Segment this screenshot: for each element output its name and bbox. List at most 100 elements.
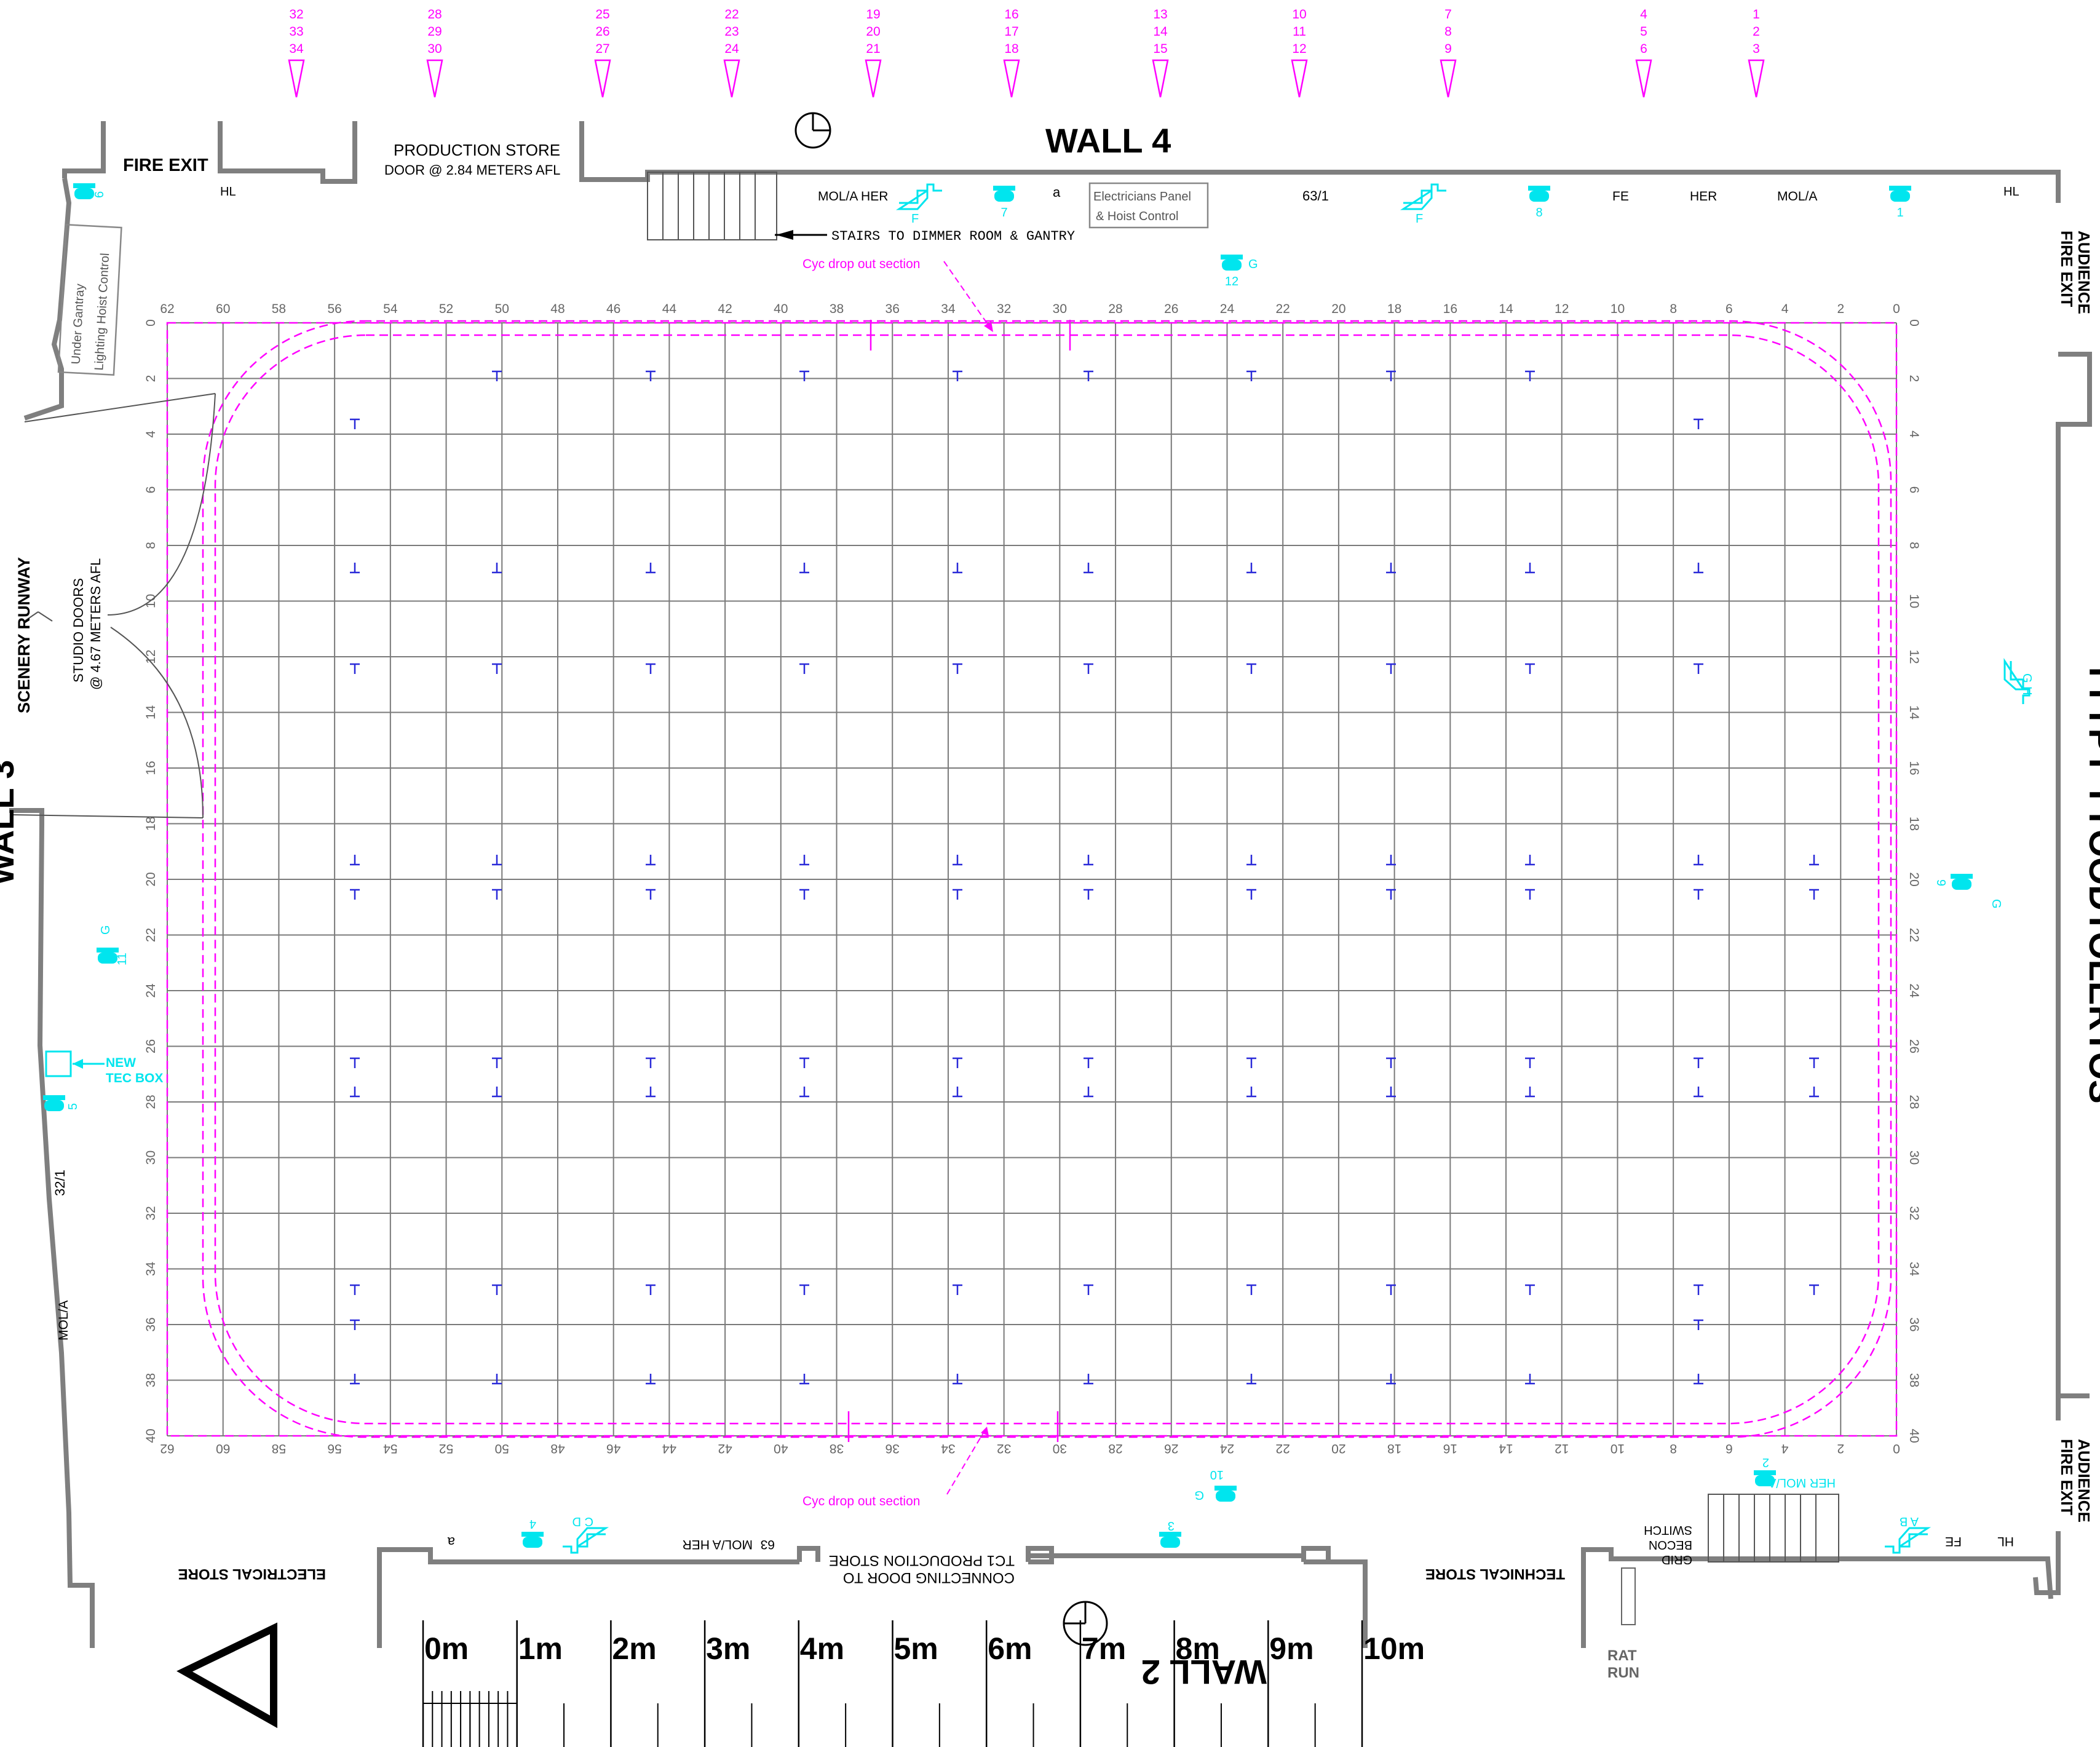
grid-y-label: 14 — [144, 705, 158, 720]
scale-bar: 0m 1m 2m 3m 4m 5m 6m 7m 8m 9m 10m — [422, 1620, 1425, 1747]
floor-grid — [167, 322, 1897, 1436]
grid-x-label-bottom: 48 — [550, 1441, 565, 1456]
grid-x-label: 26 — [1164, 302, 1178, 316]
grid-x-label: 38 — [830, 302, 844, 316]
bar-fixture-t — [1694, 1374, 1703, 1385]
hoist-number: 20 — [866, 25, 880, 39]
svg-text:SWITCH: SWITCH — [1644, 1523, 1692, 1537]
distro-box-cd — [563, 1527, 609, 1554]
svg-text:Lighting Hoist Control: Lighting Hoist Control — [92, 253, 112, 371]
electricians-panel-2: & Hoist Control — [1096, 210, 1179, 223]
svg-text:WALL 2: WALL 2 — [1141, 1653, 1267, 1692]
electricians-panel-1: Electricians Panel — [1093, 190, 1191, 204]
grid-x-label-bottom: 30 — [1053, 1441, 1067, 1456]
bar-fixture-t — [1246, 370, 1256, 381]
grid-y-label: 18 — [144, 817, 158, 831]
svg-text:MOL/A HER: MOL/A HER — [683, 1537, 753, 1551]
bar-fixture-t — [1386, 1374, 1396, 1385]
hoist-number: 21 — [866, 42, 880, 56]
bar-fixture-t — [1246, 563, 1256, 574]
bar-fixture-t — [646, 370, 656, 381]
bar-fixture-t — [646, 663, 656, 674]
bar-fixture-t — [1084, 1284, 1093, 1295]
hoist-number: 33 — [289, 25, 303, 39]
bar-fixture-t — [799, 855, 809, 866]
grid-x-label-bottom: 14 — [1499, 1441, 1513, 1456]
scale-label: 10m — [1363, 1631, 1425, 1666]
grid-y-label-right: 20 — [1907, 872, 1921, 886]
mol-a-top: MOL/A — [1777, 189, 1817, 204]
grid-x-label: 18 — [1387, 302, 1401, 316]
her-top: HER — [1690, 189, 1717, 204]
grid-x-label-bottom: 2 — [1837, 1441, 1844, 1456]
bar-fixture-t — [953, 1374, 962, 1385]
hoist-number: 1 — [1753, 7, 1760, 22]
grid-y-label: 38 — [144, 1373, 158, 1387]
socket-label-10: 10 — [1210, 1468, 1224, 1481]
small-a-bottom: a — [447, 1534, 455, 1550]
wall-4-title: WALL 4 — [1045, 121, 1171, 160]
hoist-marker-icon — [1003, 59, 1020, 98]
socket-outlet-4 — [521, 1532, 544, 1548]
grid-y-label: 26 — [144, 1039, 158, 1053]
grid-x-label: 46 — [606, 302, 620, 316]
scale-label: 9m — [1269, 1631, 1313, 1666]
grid-y-label-right: 24 — [1907, 983, 1921, 998]
distro-label-ab: A B — [1900, 1515, 1919, 1528]
svg-text:63: 63 — [761, 1537, 775, 1551]
bar-fixture-t — [1386, 563, 1396, 574]
electricians-panel-box — [1088, 182, 1209, 229]
bar-fixture-t — [1809, 1284, 1819, 1295]
hoist-marker-icon — [1291, 59, 1308, 98]
bar-fixture-t — [953, 370, 962, 381]
rat-run-box — [1621, 1567, 1636, 1625]
grid-x-label: 42 — [718, 302, 732, 316]
svg-text:ELECTRICAL STORE: ELECTRICAL STORE — [178, 1566, 326, 1582]
bar-fixtures — [350, 370, 1819, 1385]
bar-fixture-t — [953, 889, 962, 900]
bar-fixture-t — [646, 1087, 656, 1098]
bar-fixture-t — [953, 855, 962, 866]
bar-fixture-t — [1246, 1057, 1256, 1068]
grid-x-label: 58 — [272, 302, 286, 316]
fe-top: FE — [1612, 189, 1629, 204]
grid-y-label-right: 10 — [1907, 594, 1921, 608]
bar-fixture-t — [492, 663, 502, 674]
grid-x-label: 0 — [1893, 302, 1900, 316]
grid-x-label: 48 — [550, 302, 565, 316]
grid-x-label-bottom: 22 — [1276, 1441, 1290, 1456]
grid-x-label-bottom: 12 — [1555, 1441, 1569, 1456]
grid-x-label-bottom: 50 — [495, 1441, 509, 1456]
bar-fixture-t — [1525, 855, 1535, 866]
bar-fixture-t — [350, 1374, 360, 1385]
grid-x-label: 56 — [327, 302, 341, 316]
bar-fixture-t — [1084, 1087, 1093, 1098]
cyc-drop-top: Cyc drop out section — [802, 257, 920, 271]
grid-y-label: 40 — [144, 1428, 158, 1443]
bar-fixture-t — [1246, 1374, 1256, 1385]
grid-x-label: 28 — [1108, 302, 1122, 316]
bar-fixture-t — [799, 1087, 809, 1098]
hoist-number: 14 — [1153, 25, 1168, 39]
wall-3-label: WALL 3 — [0, 760, 21, 885]
new-tec-box-1: NEW — [106, 1056, 136, 1070]
grid-y-label-right: 28 — [1907, 1095, 1921, 1109]
svg-text:a: a — [447, 1534, 455, 1550]
grid-y-label-right: 16 — [1907, 761, 1921, 775]
hoist-marker-icon — [1748, 59, 1765, 98]
hoist-number: 22 — [724, 7, 739, 22]
hoist-marker-icon — [1152, 59, 1169, 98]
grid-x-label-bottom: 34 — [941, 1441, 956, 1456]
grid-y-label: 24 — [144, 983, 158, 998]
svg-text:HER MOL/A: HER MOL/A — [1767, 1476, 1836, 1489]
socket-outlet-12: 12 — [1221, 255, 1243, 288]
grid-x-label-bottom: 26 — [1164, 1441, 1178, 1456]
svg-text:12: 12 — [1225, 275, 1238, 288]
hoist-number: 18 — [1004, 42, 1018, 56]
bar-fixture-t — [1386, 855, 1396, 866]
bar-fixture-t — [492, 855, 502, 866]
bar-fixture-t — [799, 663, 809, 674]
hoist-number: 10 — [1292, 7, 1306, 22]
